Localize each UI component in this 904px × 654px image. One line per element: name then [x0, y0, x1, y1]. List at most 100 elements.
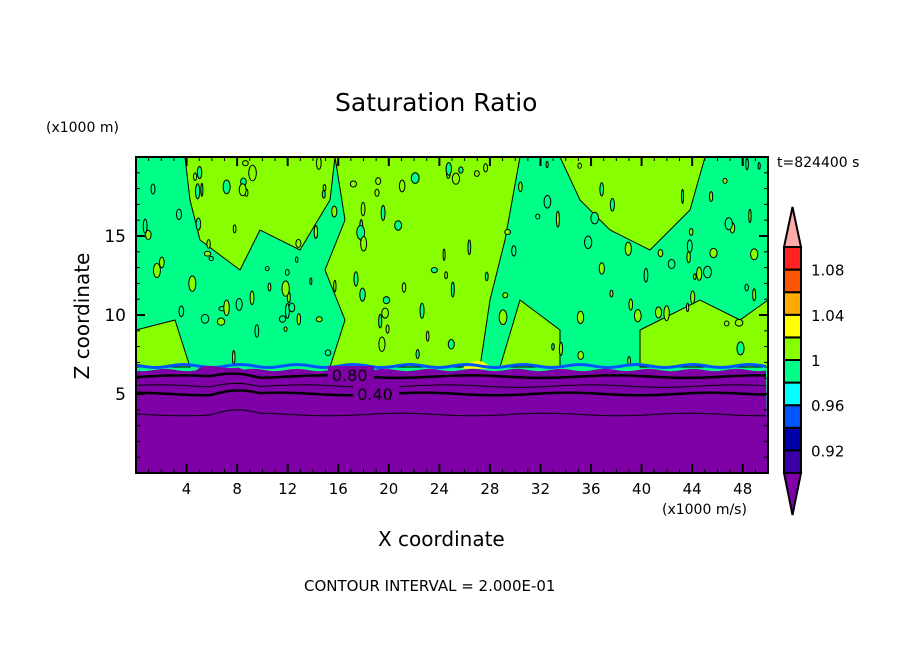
- contour-blob: [216, 317, 226, 326]
- contour-blob: [577, 162, 582, 169]
- contour-line: [135, 382, 767, 388]
- contour-blob: [321, 189, 326, 199]
- region-below-090: [136, 365, 768, 473]
- contour-blob: [281, 280, 290, 297]
- contour-blob: [267, 282, 272, 292]
- contour-blob: [442, 248, 446, 261]
- contour-blob: [196, 165, 203, 180]
- colorbar-over-arrow: [782, 206, 803, 248]
- contour-blob: [430, 267, 438, 274]
- contour-blob: [331, 205, 338, 218]
- contour-blob: [206, 239, 211, 249]
- contour-blob: [401, 282, 407, 293]
- contour-blob: [283, 326, 288, 332]
- x-tick-label: 36: [581, 480, 600, 498]
- x-tick-label: 32: [531, 480, 550, 498]
- colorbar: 0.92 0.96 1 1.04 1.08: [782, 206, 844, 516]
- contour-line: [135, 389, 767, 397]
- contour-blob: [315, 156, 322, 170]
- contour-blob: [467, 239, 472, 256]
- contour-blob: [249, 290, 255, 306]
- colorbar-swatch: [783, 291, 802, 316]
- contour-blob: [502, 292, 509, 299]
- contour-blob: [609, 198, 615, 212]
- contour-blob: [504, 228, 511, 236]
- colorbar-swatch: [783, 359, 802, 384]
- contour-blob: [374, 188, 380, 197]
- contour-blob: [444, 271, 448, 280]
- contour-blob: [535, 213, 541, 220]
- contour-interval-note: CONTOUR INTERVAL = 2.000E-01: [304, 577, 556, 595]
- contour-label: 0.80: [332, 366, 368, 385]
- contour-blob: [447, 339, 455, 350]
- x-tick-label: 48: [733, 480, 752, 498]
- x-tick-label: 16: [329, 480, 348, 498]
- contour-blob: [483, 163, 489, 173]
- contour-blob: [322, 184, 327, 192]
- contour-blob: [690, 290, 696, 305]
- contour-blob: [175, 208, 182, 221]
- contour-blob: [410, 172, 420, 184]
- x-tick-label: 40: [632, 480, 651, 498]
- region-094-098: [135, 362, 767, 370]
- contour-blob: [686, 239, 693, 253]
- contour-blob: [238, 183, 247, 197]
- contour-blob: [757, 161, 761, 170]
- contour-blob: [688, 227, 694, 236]
- region-100-102: [324, 156, 521, 368]
- colorbar-swatch: [783, 404, 802, 429]
- x-tick-label: 44: [683, 480, 702, 498]
- contour-blob: [654, 306, 663, 319]
- colorbar-swatch: [783, 426, 802, 452]
- contour-blob: [142, 218, 148, 234]
- colorbar-swatch: [783, 381, 802, 407]
- x-tick-label: 28: [480, 480, 499, 498]
- x-units-label: (x1000 m/s): [662, 502, 747, 518]
- contour-blob: [736, 341, 745, 356]
- colorbar-tick-label: 1: [811, 352, 821, 370]
- contour-blob: [633, 309, 642, 323]
- contour-blob: [203, 250, 212, 257]
- contour-blob: [152, 262, 161, 278]
- contour-blob: [315, 316, 323, 323]
- contour-line: [135, 372, 767, 380]
- contour-blob: [685, 302, 690, 313]
- colorbar-swatch: [783, 268, 802, 294]
- colorbar-swatch: [783, 336, 802, 361]
- colorbar-swatch: [783, 246, 802, 271]
- contour-blob: [178, 305, 185, 318]
- contour-blob: [385, 324, 390, 334]
- contour-blob: [295, 256, 299, 263]
- contour-blob: [445, 162, 452, 176]
- contour-blob: [545, 160, 549, 169]
- contour-blob: [450, 281, 455, 298]
- contour-blob: [576, 310, 585, 325]
- contour-field: 0.800.40: [135, 156, 769, 473]
- contour-blob: [254, 324, 260, 338]
- contour-blob: [208, 256, 214, 262]
- contour-blob: [200, 182, 204, 197]
- contour-blob: [360, 201, 366, 217]
- contour-blob: [353, 271, 359, 287]
- contour-blob: [419, 302, 425, 319]
- contour-label-bg: [327, 366, 374, 383]
- contour-blob: [324, 349, 332, 357]
- contour-blob: [394, 220, 403, 231]
- contour-blob: [232, 224, 237, 234]
- x-tick-label: 4: [182, 480, 192, 498]
- contour-blob: [195, 183, 201, 200]
- contour-blob: [458, 166, 464, 174]
- contour-blob: [558, 341, 564, 356]
- contour-blob: [484, 271, 489, 282]
- colorbar-tick-label: 0.96: [811, 397, 844, 415]
- contour-blob: [518, 181, 523, 193]
- contour-blob: [398, 179, 406, 193]
- contour-blob: [192, 172, 198, 181]
- contour-blob: [378, 336, 386, 352]
- contour-blob: [511, 245, 517, 257]
- contour-blob: [222, 179, 231, 195]
- contour-blob: [722, 177, 728, 184]
- contour-blob: [744, 283, 749, 292]
